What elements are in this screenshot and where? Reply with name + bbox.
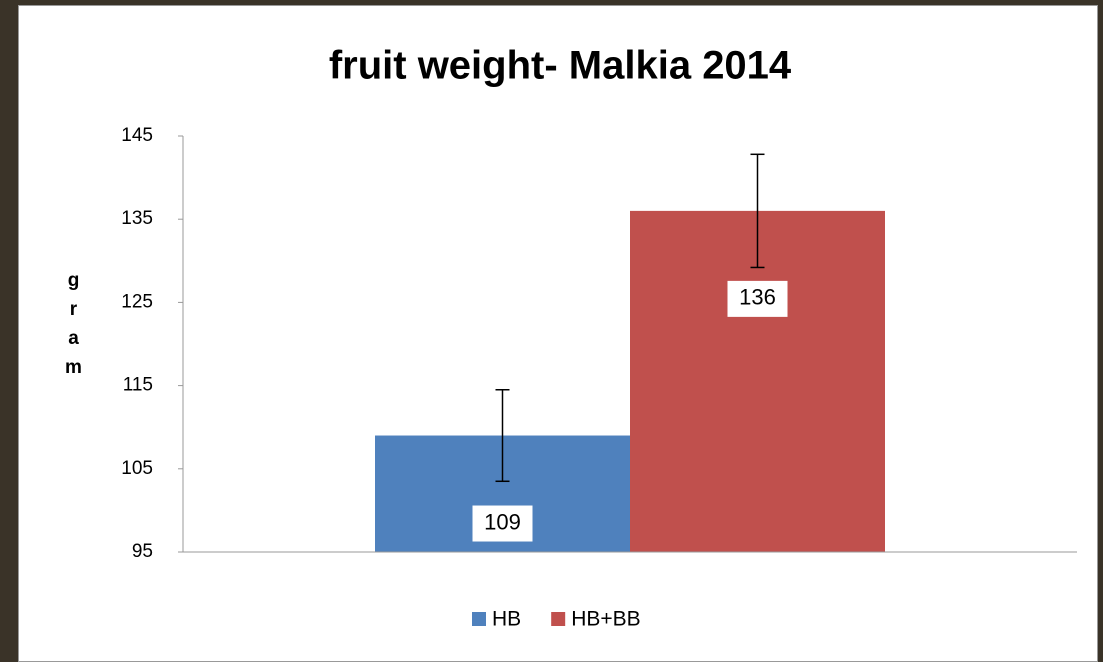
y-tick-label: 125 — [121, 291, 153, 312]
y-tick-label: 115 — [123, 375, 153, 396]
data-label-box — [472, 505, 533, 542]
data-label-box — [727, 280, 788, 317]
error-bar — [750, 153, 765, 269]
legend-label: HB — [492, 608, 521, 631]
legend-label: HB+BB — [571, 608, 640, 631]
chart-title: fruit weight- Malkia 2014 — [329, 44, 792, 88]
y-tick-label: 95 — [132, 541, 153, 562]
data-label: 109 — [484, 509, 521, 534]
y-tick-label: 105 — [121, 458, 153, 479]
legend-swatch — [472, 612, 486, 626]
error-bar — [495, 389, 510, 483]
y-tick-label: 145 — [121, 125, 153, 146]
legend-swatch — [551, 612, 566, 626]
y-axis-label: gram — [63, 270, 84, 386]
y-tick-label: 135 — [121, 208, 153, 229]
data-label: 136 — [739, 285, 776, 310]
